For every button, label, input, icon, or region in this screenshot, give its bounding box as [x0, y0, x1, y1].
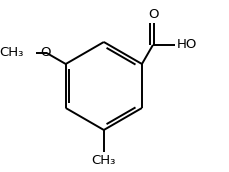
Text: O: O [148, 8, 158, 21]
Text: CH₃: CH₃ [0, 46, 23, 60]
Text: HO: HO [175, 39, 196, 51]
Text: O: O [40, 46, 51, 59]
Text: CH₃: CH₃ [91, 154, 115, 167]
